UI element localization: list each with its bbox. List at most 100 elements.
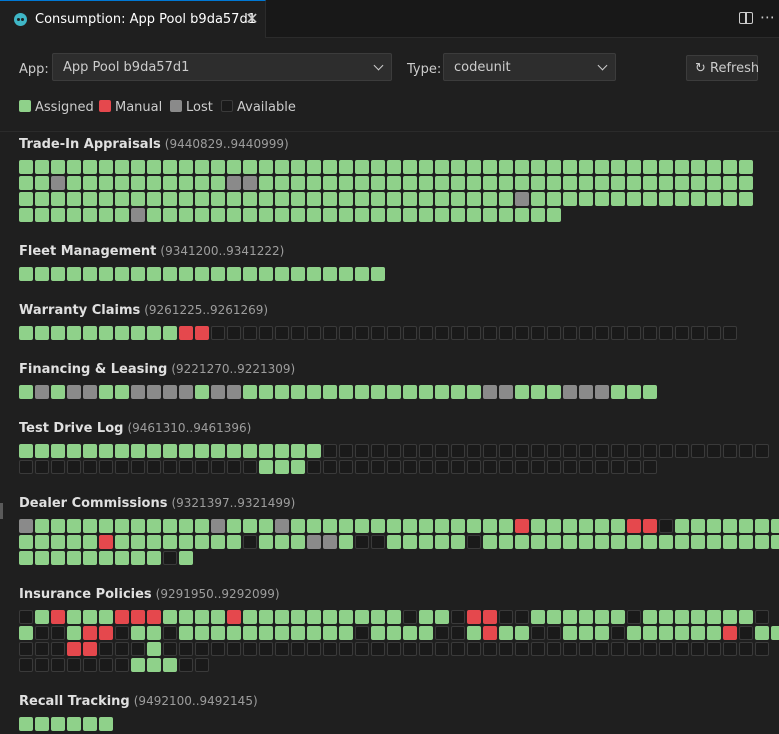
id-cell-assigned[interactable] [179,192,193,206]
id-cell-assigned[interactable] [771,519,779,533]
id-cell-assigned[interactable] [435,610,449,624]
id-cell-manual[interactable] [643,519,657,533]
id-cell-lost[interactable] [131,385,145,399]
id-cell-assigned[interactable] [707,160,721,174]
id-cell-assigned[interactable] [35,326,49,340]
id-cell-available[interactable] [611,444,625,458]
id-cell-manual[interactable] [227,610,241,624]
id-cell-assigned[interactable] [419,208,433,222]
id-cell-assigned[interactable] [387,385,401,399]
id-cell-available[interactable] [515,610,529,624]
id-cell-assigned[interactable] [323,610,337,624]
id-cell-available[interactable] [163,460,177,474]
id-cell-manual[interactable] [67,642,81,656]
id-cell-assigned[interactable] [275,176,289,190]
id-cell-assigned[interactable] [563,519,577,533]
id-cell-assigned[interactable] [339,626,353,640]
id-cell-assigned[interactable] [179,551,193,565]
id-cell-available[interactable] [51,658,65,672]
id-cell-available[interactable] [531,460,545,474]
id-cell-available[interactable] [467,460,481,474]
id-cell-assigned[interactable] [19,267,33,281]
id-cell-assigned[interactable] [211,192,225,206]
id-cell-assigned[interactable] [323,208,337,222]
id-cell-assigned[interactable] [691,160,705,174]
id-cell-assigned[interactable] [531,192,545,206]
id-cell-lost[interactable] [19,519,33,533]
id-cell-available[interactable] [19,642,33,656]
id-cell-available[interactable] [227,326,241,340]
id-cell-available[interactable] [371,460,385,474]
id-cell-assigned[interactable] [339,610,353,624]
id-cell-available[interactable] [691,326,705,340]
id-cell-available[interactable] [659,326,673,340]
id-cell-available[interactable] [419,444,433,458]
id-cell-available[interactable] [451,610,465,624]
id-cell-available[interactable] [51,460,65,474]
id-cell-assigned[interactable] [147,444,161,458]
id-cell-assigned[interactable] [307,160,321,174]
id-cell-available[interactable] [355,326,369,340]
id-cell-assigned[interactable] [675,160,689,174]
id-cell-assigned[interactable] [19,208,33,222]
id-cell-assigned[interactable] [211,160,225,174]
id-cell-available[interactable] [259,326,273,340]
id-cell-assigned[interactable] [227,192,241,206]
id-cell-assigned[interactable] [179,519,193,533]
id-cell-assigned[interactable] [403,192,417,206]
id-cell-assigned[interactable] [259,460,273,474]
id-cell-assigned[interactable] [67,626,81,640]
id-cell-assigned[interactable] [179,267,193,281]
id-cell-available[interactable] [419,326,433,340]
id-cell-assigned[interactable] [355,160,369,174]
id-cell-assigned[interactable] [707,626,721,640]
id-cell-assigned[interactable] [483,535,497,549]
id-cell-assigned[interactable] [531,160,545,174]
id-cell-assigned[interactable] [611,535,625,549]
id-cell-assigned[interactable] [99,519,113,533]
id-cell-assigned[interactable] [467,160,481,174]
id-cell-assigned[interactable] [51,444,65,458]
id-cell-assigned[interactable] [211,208,225,222]
id-cell-assigned[interactable] [291,385,305,399]
id-cell-available[interactable] [595,642,609,656]
id-cell-assigned[interactable] [99,267,113,281]
id-cell-assigned[interactable] [563,610,577,624]
id-cell-available[interactable] [131,642,145,656]
id-cell-assigned[interactable] [211,535,225,549]
id-cell-assigned[interactable] [291,176,305,190]
id-cell-assigned[interactable] [307,208,321,222]
id-cell-assigned[interactable] [355,385,369,399]
id-cell-assigned[interactable] [563,535,577,549]
id-cell-available[interactable] [339,460,353,474]
id-cell-assigned[interactable] [51,192,65,206]
id-cell-assigned[interactable] [83,535,97,549]
id-cell-assigned[interactable] [739,535,753,549]
id-cell-assigned[interactable] [323,176,337,190]
id-cell-assigned[interactable] [419,519,433,533]
id-cell-assigned[interactable] [595,176,609,190]
id-cell-assigned[interactable] [19,385,33,399]
id-cell-available[interactable] [403,460,417,474]
id-cell-available[interactable] [467,326,481,340]
id-cell-assigned[interactable] [99,176,113,190]
id-cell-assigned[interactable] [419,535,433,549]
id-cell-assigned[interactable] [547,610,561,624]
id-cell-assigned[interactable] [755,535,769,549]
id-cell-available[interactable] [35,460,49,474]
id-cell-available[interactable] [355,460,369,474]
id-cell-assigned[interactable] [243,444,257,458]
id-cell-assigned[interactable] [83,551,97,565]
id-cell-available[interactable] [659,519,673,533]
id-cell-available[interactable] [755,444,769,458]
id-cell-lost[interactable] [307,535,321,549]
id-cell-assigned[interactable] [259,444,273,458]
id-cell-assigned[interactable] [307,385,321,399]
id-cell-available[interactable] [499,642,513,656]
id-cell-assigned[interactable] [115,385,129,399]
id-cell-assigned[interactable] [371,385,385,399]
id-cell-available[interactable] [499,326,513,340]
id-cell-available[interactable] [531,626,545,640]
id-cell-available[interactable] [547,460,561,474]
id-cell-assigned[interactable] [355,192,369,206]
